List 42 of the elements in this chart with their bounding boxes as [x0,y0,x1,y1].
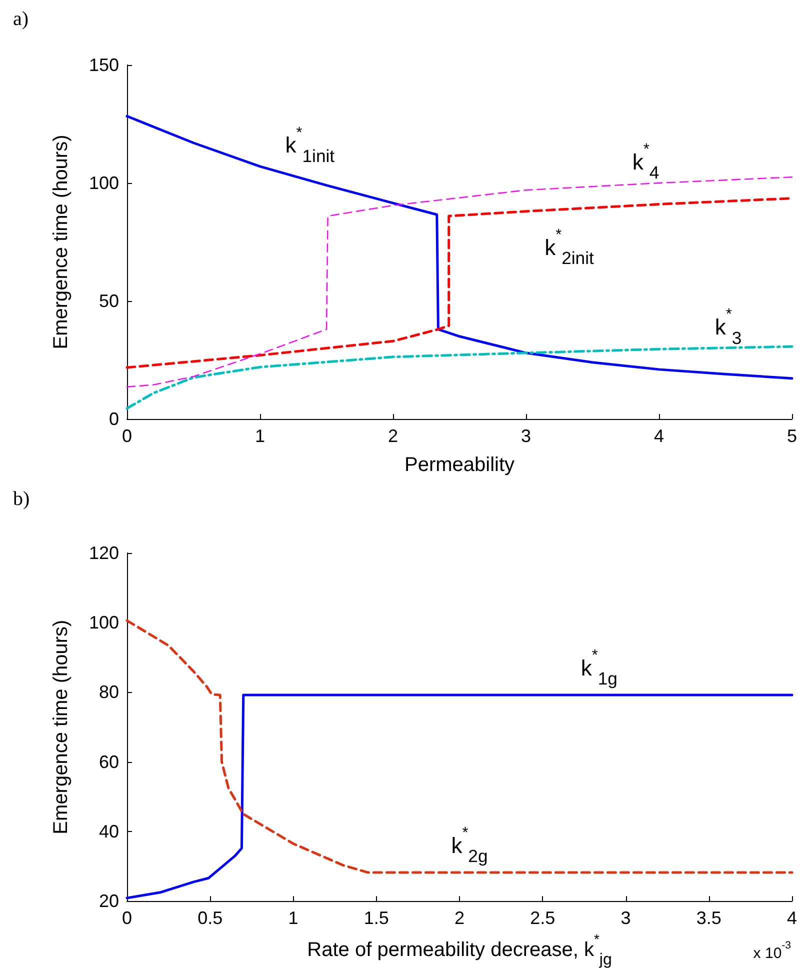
x-tick-label: 3 [520,426,532,446]
x-axis-title: Rate of permeability decrease, k*jg [307,931,612,968]
y-axis-title: Emergence time (hours) [50,620,72,834]
x-tick-label: 1 [254,426,266,446]
y-tick-label: 40 [98,821,119,842]
x-tick-label: 0 [122,426,132,446]
y-tick-label: 150 [88,55,119,75]
y-tick-label: 120 [88,543,119,563]
x-tick-label: 2.5 [530,908,556,928]
y-axis-title: Emergence time (hours) [50,134,72,350]
chart-title: a) [13,8,29,30]
series-label: k*1g [580,647,618,689]
y-tick-label: 20 [98,891,119,912]
series-label: k*2g [451,824,488,866]
x-tick-label: 4 [654,426,664,446]
series-label: k*2init [544,226,594,268]
y-tick-label: 80 [98,682,119,702]
x-tick-label: 3.5 [696,908,722,928]
line-series [126,345,794,410]
y-tick-label: 60 [98,752,119,772]
y-tick-label: 100 [88,173,119,193]
y-tick-label: 50 [98,291,119,311]
x-tick-label: 2 [454,908,465,928]
line-series [126,176,793,388]
y-tick-label: 0 [108,409,119,429]
series-label: k*3 [714,306,742,348]
x-axis-title: Permeability [404,454,515,476]
x-tick-label: 1.5 [364,908,389,928]
y-tick-label: 100 [88,612,119,633]
x-tick-label: 5 [786,426,798,446]
x-tick-label: 2 [388,426,398,446]
line-series [126,694,794,900]
line-series [126,619,794,874]
x-tick-label: 0.5 [198,908,223,928]
line-series [126,114,794,380]
chart-title: b) [13,488,30,510]
x-tick-label: 0 [122,908,132,928]
x-tick-label: 4 [786,908,798,928]
series-label: k*1init [285,124,335,166]
x-tick-label: 1 [288,908,298,928]
x-tick-label: 3 [620,908,631,928]
series-label: k*4 [632,140,660,183]
